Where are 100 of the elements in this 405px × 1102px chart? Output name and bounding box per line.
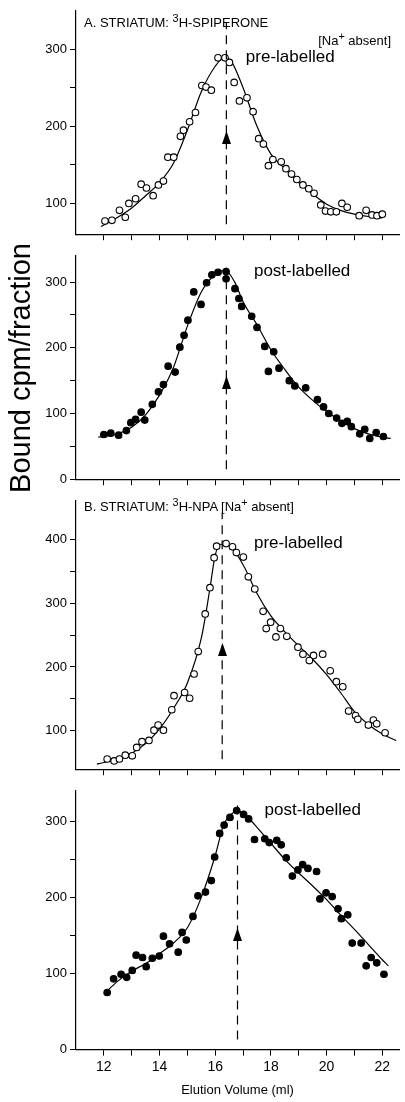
point — [171, 368, 179, 376]
point — [254, 134, 263, 143]
point — [190, 670, 198, 678]
y-axis-title: Bound cpm/fraction — [3, 242, 37, 493]
point — [282, 164, 290, 173]
point — [287, 170, 296, 178]
point — [121, 213, 130, 222]
point — [185, 117, 194, 126]
point — [239, 810, 248, 819]
point — [250, 585, 259, 593]
point — [380, 970, 388, 979]
point — [310, 189, 318, 198]
chart-title: A. STRIATUM: $^{3}$H-SPIPERONE — [84, 12, 269, 31]
point — [372, 719, 381, 728]
point — [299, 181, 307, 189]
point — [259, 140, 268, 148]
point — [179, 126, 188, 135]
point — [131, 194, 140, 203]
point — [132, 743, 141, 752]
point — [294, 866, 302, 874]
point — [125, 199, 133, 208]
point — [184, 316, 192, 325]
y-tick-label: 100 — [45, 194, 67, 210]
point — [121, 751, 130, 759]
point — [316, 201, 325, 209]
point — [269, 155, 277, 164]
point — [294, 643, 302, 651]
point — [313, 395, 322, 404]
point — [235, 97, 244, 105]
point — [103, 988, 112, 997]
point — [148, 400, 157, 409]
point — [262, 624, 271, 633]
point — [338, 682, 347, 691]
point — [202, 278, 211, 287]
point — [275, 364, 283, 373]
point — [232, 548, 241, 557]
point — [145, 736, 153, 745]
point — [154, 387, 163, 396]
point — [210, 853, 219, 861]
point — [208, 271, 216, 279]
point — [140, 416, 149, 424]
point — [299, 650, 307, 659]
point — [322, 888, 330, 897]
point — [282, 853, 291, 862]
point — [101, 217, 109, 225]
point — [264, 161, 273, 170]
point — [272, 836, 281, 845]
point — [312, 867, 321, 876]
point — [149, 191, 157, 200]
annotation: [Na$^{+}$ absent] — [318, 30, 391, 49]
point — [247, 312, 256, 321]
x-tick-label: 20 — [318, 1057, 335, 1074]
point — [170, 691, 178, 700]
x-tick-label: 22 — [374, 1057, 391, 1074]
point — [197, 300, 205, 309]
point — [138, 737, 146, 746]
point — [189, 288, 198, 296]
series-label: pre-labelled — [253, 533, 343, 553]
point — [128, 966, 137, 975]
point — [122, 426, 131, 435]
point — [137, 180, 146, 188]
point — [106, 429, 115, 438]
point — [338, 199, 346, 208]
point — [332, 208, 341, 216]
point — [100, 430, 108, 439]
y-tick-label: 100 — [45, 965, 67, 981]
point — [214, 53, 222, 62]
point — [364, 721, 373, 729]
y-tick-label: 300 — [45, 812, 67, 828]
point — [214, 268, 222, 277]
point — [301, 384, 310, 392]
point — [298, 860, 307, 869]
point — [362, 962, 370, 970]
point — [264, 367, 273, 376]
point — [191, 108, 200, 117]
point — [244, 573, 253, 581]
x-tick-label: 12 — [96, 1057, 112, 1074]
point — [277, 840, 286, 849]
point — [180, 331, 188, 340]
point — [222, 539, 230, 548]
point — [167, 705, 176, 714]
point — [305, 656, 314, 665]
point — [292, 175, 301, 184]
series-label: post-labelled — [264, 800, 361, 820]
point — [210, 553, 218, 562]
point — [334, 904, 342, 913]
point — [176, 132, 185, 141]
point — [288, 872, 297, 880]
point — [159, 932, 168, 941]
point — [324, 409, 333, 418]
point — [353, 715, 362, 724]
point — [115, 206, 124, 215]
point — [131, 415, 140, 424]
point — [360, 425, 369, 434]
point — [260, 342, 269, 351]
point — [365, 434, 374, 443]
point — [215, 829, 224, 838]
point — [155, 952, 164, 960]
point — [108, 216, 116, 225]
point — [326, 666, 335, 675]
